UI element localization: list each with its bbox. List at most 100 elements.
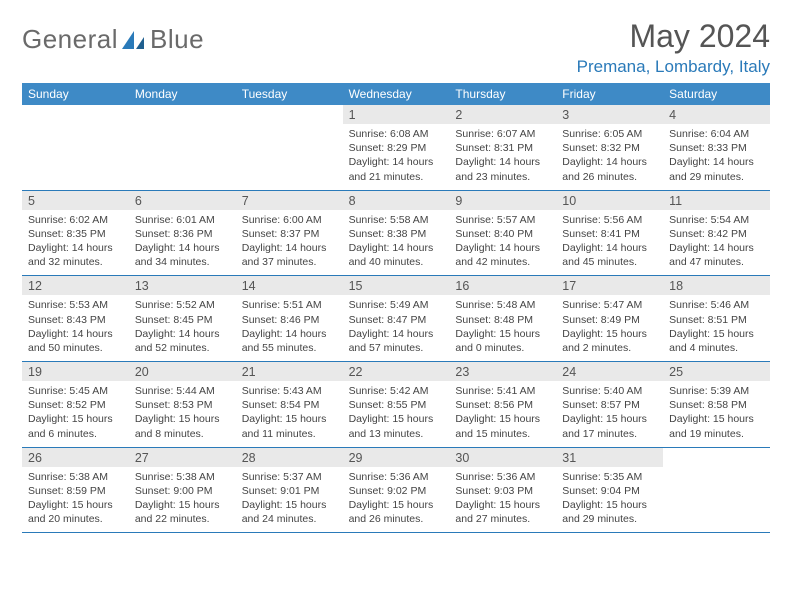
day-d2: and 45 minutes. (562, 255, 657, 269)
detail-row: Sunrise: 6:02 AMSunset: 8:35 PMDaylight:… (22, 210, 770, 277)
day-number-cell (129, 105, 236, 124)
dow-cell: Friday (556, 83, 663, 105)
day-ss: Sunset: 8:37 PM (242, 227, 337, 241)
day-number-cell: 26 (22, 448, 129, 467)
day-d2: and 2 minutes. (562, 341, 657, 355)
day-d2: and 27 minutes. (455, 512, 550, 526)
day-detail-cell: Sunrise: 5:45 AMSunset: 8:52 PMDaylight:… (22, 381, 129, 448)
day-d2: and 26 minutes. (349, 512, 444, 526)
day-d1: Daylight: 14 hours (455, 155, 550, 169)
day-detail-cell (22, 124, 129, 191)
day-d2: and 57 minutes. (349, 341, 444, 355)
day-d2: and 19 minutes. (669, 427, 764, 441)
day-detail-cell: Sunrise: 6:07 AMSunset: 8:31 PMDaylight:… (449, 124, 556, 191)
day-number-cell: 25 (663, 362, 770, 381)
day-ss: Sunset: 9:03 PM (455, 484, 550, 498)
day-d2: and 34 minutes. (135, 255, 230, 269)
day-sr: Sunrise: 5:54 AM (669, 213, 764, 227)
day-detail-cell: Sunrise: 6:08 AMSunset: 8:29 PMDaylight:… (343, 124, 450, 191)
day-ss: Sunset: 8:33 PM (669, 141, 764, 155)
day-d2: and 52 minutes. (135, 341, 230, 355)
day-d2: and 55 minutes. (242, 341, 337, 355)
day-ss: Sunset: 8:41 PM (562, 227, 657, 241)
day-detail-cell: Sunrise: 5:38 AMSunset: 9:00 PMDaylight:… (129, 467, 236, 534)
day-detail-cell: Sunrise: 5:48 AMSunset: 8:48 PMDaylight:… (449, 295, 556, 362)
brand-word1: General (22, 24, 118, 55)
day-sr: Sunrise: 5:44 AM (135, 384, 230, 398)
day-sr: Sunrise: 5:37 AM (242, 470, 337, 484)
day-ss: Sunset: 8:48 PM (455, 313, 550, 327)
day-d2: and 42 minutes. (455, 255, 550, 269)
day-d1: Daylight: 15 hours (455, 412, 550, 426)
day-d1: Daylight: 15 hours (349, 498, 444, 512)
daynum-row: 19202122232425 (22, 362, 770, 381)
daynum-row: 1234 (22, 105, 770, 124)
day-detail-cell: Sunrise: 6:05 AMSunset: 8:32 PMDaylight:… (556, 124, 663, 191)
day-detail-cell: Sunrise: 5:35 AMSunset: 9:04 PMDaylight:… (556, 467, 663, 534)
day-ss: Sunset: 8:52 PM (28, 398, 123, 412)
day-number-cell: 2 (449, 105, 556, 124)
day-d2: and 23 minutes. (455, 170, 550, 184)
day-number-cell (22, 105, 129, 124)
day-d1: Daylight: 15 hours (349, 412, 444, 426)
day-sr: Sunrise: 6:08 AM (349, 127, 444, 141)
day-number-cell: 14 (236, 276, 343, 295)
day-d1: Daylight: 14 hours (669, 241, 764, 255)
day-sr: Sunrise: 5:52 AM (135, 298, 230, 312)
day-detail-cell: Sunrise: 6:00 AMSunset: 8:37 PMDaylight:… (236, 210, 343, 277)
dow-cell: Thursday (449, 83, 556, 105)
day-number-cell: 1 (343, 105, 450, 124)
day-d1: Daylight: 14 hours (669, 155, 764, 169)
day-d1: Daylight: 15 hours (669, 412, 764, 426)
day-detail-cell: Sunrise: 5:47 AMSunset: 8:49 PMDaylight:… (556, 295, 663, 362)
day-ss: Sunset: 9:01 PM (242, 484, 337, 498)
day-ss: Sunset: 8:56 PM (455, 398, 550, 412)
day-d2: and 11 minutes. (242, 427, 337, 441)
page-header: General Blue May 2024 Premana, Lombardy,… (22, 18, 770, 77)
dow-cell: Saturday (663, 83, 770, 105)
detail-row: Sunrise: 5:45 AMSunset: 8:52 PMDaylight:… (22, 381, 770, 448)
day-d2: and 50 minutes. (28, 341, 123, 355)
day-number-cell: 3 (556, 105, 663, 124)
day-d1: Daylight: 14 hours (135, 327, 230, 341)
day-sr: Sunrise: 5:36 AM (455, 470, 550, 484)
day-detail-cell: Sunrise: 5:39 AMSunset: 8:58 PMDaylight:… (663, 381, 770, 448)
day-number-cell: 8 (343, 191, 450, 210)
day-ss: Sunset: 8:36 PM (135, 227, 230, 241)
detail-row: Sunrise: 5:38 AMSunset: 8:59 PMDaylight:… (22, 467, 770, 534)
day-sr: Sunrise: 5:40 AM (562, 384, 657, 398)
day-number-cell: 4 (663, 105, 770, 124)
day-number-cell: 17 (556, 276, 663, 295)
dow-cell: Wednesday (343, 83, 450, 105)
calendar-grid: SundayMondayTuesdayWednesdayThursdayFrid… (22, 83, 770, 533)
day-number-cell: 16 (449, 276, 556, 295)
day-ss: Sunset: 8:31 PM (455, 141, 550, 155)
day-detail-cell: Sunrise: 5:37 AMSunset: 9:01 PMDaylight:… (236, 467, 343, 534)
day-number-cell: 13 (129, 276, 236, 295)
day-d1: Daylight: 15 hours (562, 498, 657, 512)
day-sr: Sunrise: 6:01 AM (135, 213, 230, 227)
day-d1: Daylight: 15 hours (562, 327, 657, 341)
day-sr: Sunrise: 6:07 AM (455, 127, 550, 141)
day-d1: Daylight: 15 hours (669, 327, 764, 341)
brand-word2: Blue (150, 24, 204, 55)
day-d1: Daylight: 14 hours (28, 241, 123, 255)
day-detail-cell (129, 124, 236, 191)
daynum-row: 12131415161718 (22, 276, 770, 295)
day-number-cell: 22 (343, 362, 450, 381)
day-ss: Sunset: 9:00 PM (135, 484, 230, 498)
day-number-cell: 28 (236, 448, 343, 467)
day-d2: and 40 minutes. (349, 255, 444, 269)
location-label: Premana, Lombardy, Italy (577, 57, 770, 77)
day-detail-cell: Sunrise: 5:43 AMSunset: 8:54 PMDaylight:… (236, 381, 343, 448)
day-detail-cell: Sunrise: 5:42 AMSunset: 8:55 PMDaylight:… (343, 381, 450, 448)
day-ss: Sunset: 8:45 PM (135, 313, 230, 327)
day-d2: and 20 minutes. (28, 512, 123, 526)
day-sr: Sunrise: 5:43 AM (242, 384, 337, 398)
sail-icon (120, 29, 148, 51)
day-d2: and 0 minutes. (455, 341, 550, 355)
day-ss: Sunset: 8:58 PM (669, 398, 764, 412)
day-ss: Sunset: 8:59 PM (28, 484, 123, 498)
day-number-cell (663, 448, 770, 467)
dow-cell: Monday (129, 83, 236, 105)
